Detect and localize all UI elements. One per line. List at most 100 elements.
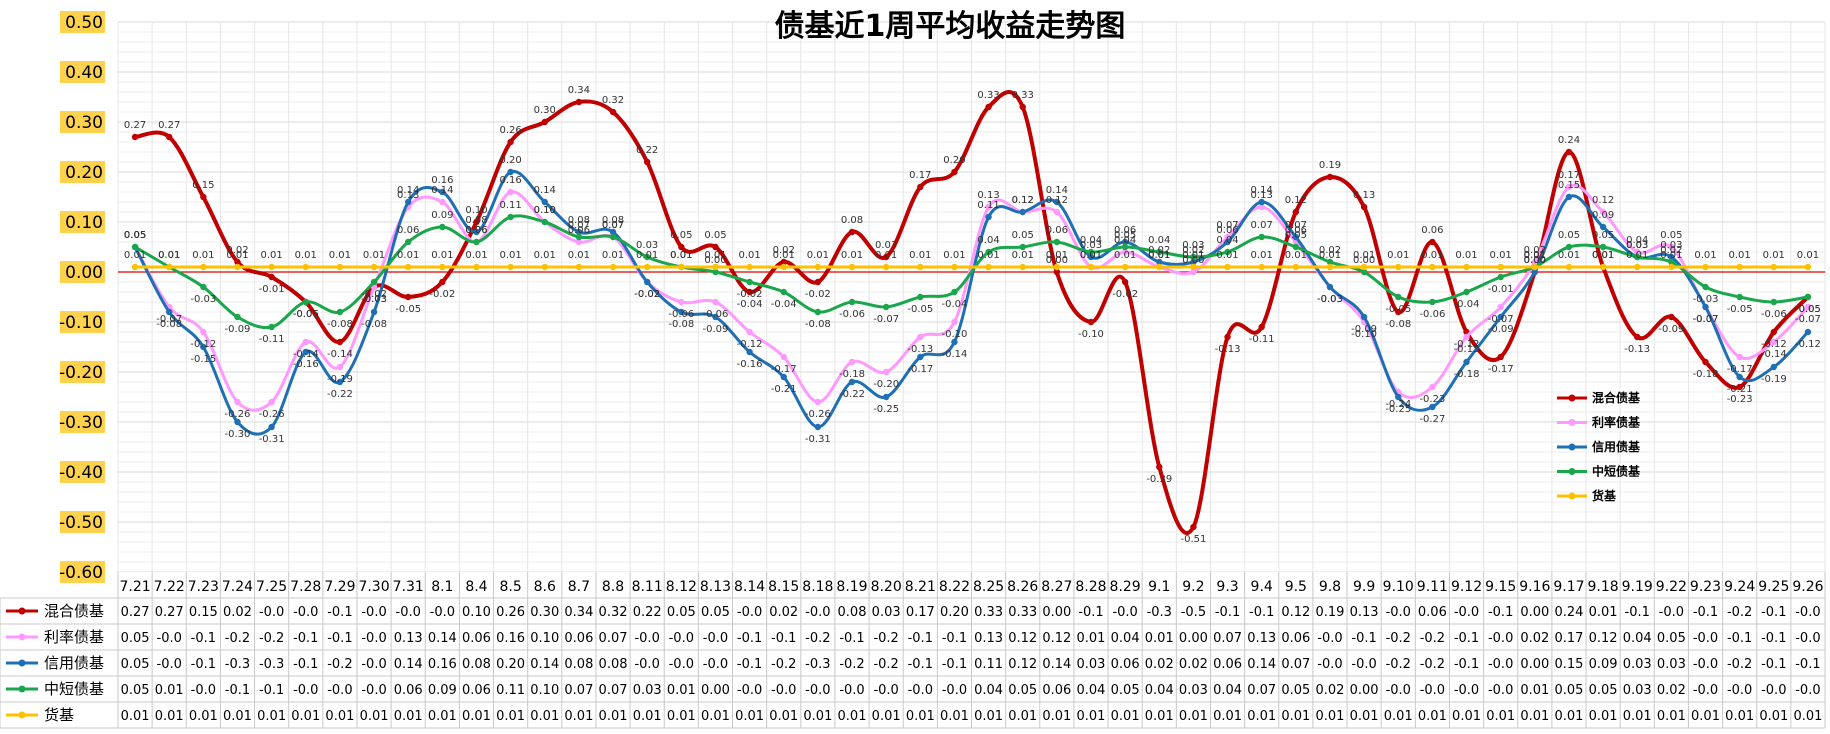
- data-label: 0.06: [1046, 225, 1068, 236]
- data-label: 0.01: [260, 250, 282, 261]
- y-tick-highlight: [60, 561, 105, 583]
- data-label: 0.20: [943, 155, 965, 166]
- table-row-label: 中短债基: [44, 680, 104, 698]
- data-point: [404, 263, 412, 271]
- data-point: [712, 263, 719, 271]
- table-cell: 0.01: [838, 709, 867, 724]
- table-cell: 0.06: [394, 683, 423, 698]
- y-tick-highlight: [60, 361, 105, 383]
- data-point: [643, 158, 651, 166]
- table-cell: 0.01: [1247, 709, 1276, 724]
- y-tick-label: 0.50: [65, 13, 103, 33]
- table-cell: -0.0: [1693, 657, 1718, 672]
- data-label: 0.09: [1592, 210, 1614, 221]
- table-cell: -0.1: [737, 631, 762, 646]
- data-point: [1019, 208, 1026, 216]
- table-cell: 0.04: [1111, 631, 1140, 646]
- x-tick-label: 9.18: [1588, 579, 1619, 595]
- data-label: 0.01: [636, 250, 658, 261]
- data-label: -0.21: [1727, 384, 1753, 395]
- table-cell: 0.03: [633, 683, 662, 698]
- data-label: 0.12: [1046, 195, 1068, 206]
- data-label: 0.01: [1421, 250, 1443, 261]
- table-cell: 0.05: [1111, 683, 1140, 698]
- data-label: -0.25: [873, 404, 899, 415]
- data-label: 0.01: [602, 250, 624, 261]
- data-point: [1121, 238, 1129, 246]
- table-cell: -0.0: [1488, 683, 1513, 698]
- data-label: 0.01: [226, 250, 248, 261]
- data-point: [1736, 373, 1743, 381]
- data-point: [507, 213, 514, 221]
- data-label: -0.03: [1317, 294, 1343, 305]
- data-label: -0.03: [361, 294, 387, 305]
- table-cell: 0.10: [530, 631, 559, 646]
- data-label: 0.01: [431, 250, 453, 261]
- data-label: 0.01: [1558, 250, 1580, 261]
- data-point: [200, 328, 207, 336]
- data-label: -0.07: [1693, 314, 1719, 325]
- data-label: 0.10: [534, 205, 556, 216]
- x-tick-label: 7.23: [188, 579, 219, 595]
- data-point: [1156, 258, 1163, 266]
- data-point: [439, 263, 446, 271]
- data-label: 0.04: [1114, 235, 1136, 246]
- table-cell: 0.01: [1077, 631, 1106, 646]
- table-cell: 0.06: [1418, 605, 1447, 620]
- table-cell: 0.01: [974, 709, 1003, 724]
- data-point: [1736, 353, 1743, 361]
- data-label: -0.04: [1454, 299, 1480, 310]
- data-label: 0.01: [295, 250, 317, 261]
- data-point: [1634, 248, 1641, 256]
- data-label: 0.01: [1080, 250, 1102, 261]
- table-cell: 0.01: [1725, 709, 1754, 724]
- table-row-label: 货基: [44, 706, 74, 724]
- data-point: [439, 223, 446, 231]
- y-tick-highlight: [60, 511, 105, 533]
- data-label: 0.12: [1012, 195, 1034, 206]
- table-cell: -0.2: [225, 631, 250, 646]
- table-cell: 0.16: [496, 631, 525, 646]
- data-label: -0.08: [361, 319, 387, 330]
- table-cell: 0.01: [1657, 709, 1686, 724]
- table-cell: 0.01: [291, 709, 320, 724]
- data-point: [1429, 383, 1436, 391]
- data-label: 0.02: [1319, 245, 1341, 256]
- data-label: -0.14: [327, 349, 353, 360]
- data-point: [1531, 263, 1539, 271]
- data-point: [1053, 268, 1061, 276]
- data-point: [1668, 243, 1675, 251]
- table-cell: -0.1: [259, 683, 284, 698]
- data-label: 0.01: [158, 250, 180, 261]
- data-point: [439, 278, 446, 286]
- table-cell: -0.1: [327, 631, 352, 646]
- y-tick-label: -0.20: [59, 363, 103, 383]
- data-point: [1326, 173, 1334, 181]
- table-cell: -0.1: [1249, 605, 1274, 620]
- data-label: -0.19: [1761, 374, 1787, 385]
- data-label: 0.14: [1251, 185, 1273, 196]
- data-point: [643, 263, 651, 271]
- y-axis-ticks: 0.50 0.40 0.30 0.20 0.10 0.00 -0.10 -0.20 -0.30 -…: [59, 11, 105, 583]
- data-label: 0.06: [397, 225, 419, 236]
- data-point: [1599, 223, 1607, 231]
- legend-label: 混合债基: [1592, 390, 1641, 405]
- table-cell: 0.01: [155, 709, 184, 724]
- data-label: 0.02: [1524, 245, 1546, 256]
- data-label: -0.15: [190, 354, 216, 365]
- data-point: [917, 263, 924, 271]
- data-point: [848, 298, 856, 306]
- x-tick-label: 9.4: [1251, 579, 1273, 595]
- table-cell: 0.02: [769, 605, 798, 620]
- data-label: 0.04: [977, 235, 999, 246]
- data-point: [575, 98, 583, 106]
- x-tick-label: 9.5: [1285, 579, 1307, 595]
- data-label: -0.11: [259, 334, 285, 345]
- data-label: 0.01: [124, 250, 146, 261]
- data-point: [1395, 393, 1402, 401]
- data-label: 0.01: [1148, 250, 1170, 261]
- data-point: [1770, 363, 1777, 371]
- data-point: [814, 398, 822, 406]
- data-label: -0.07: [156, 314, 182, 325]
- table-row-marker: [18, 633, 26, 641]
